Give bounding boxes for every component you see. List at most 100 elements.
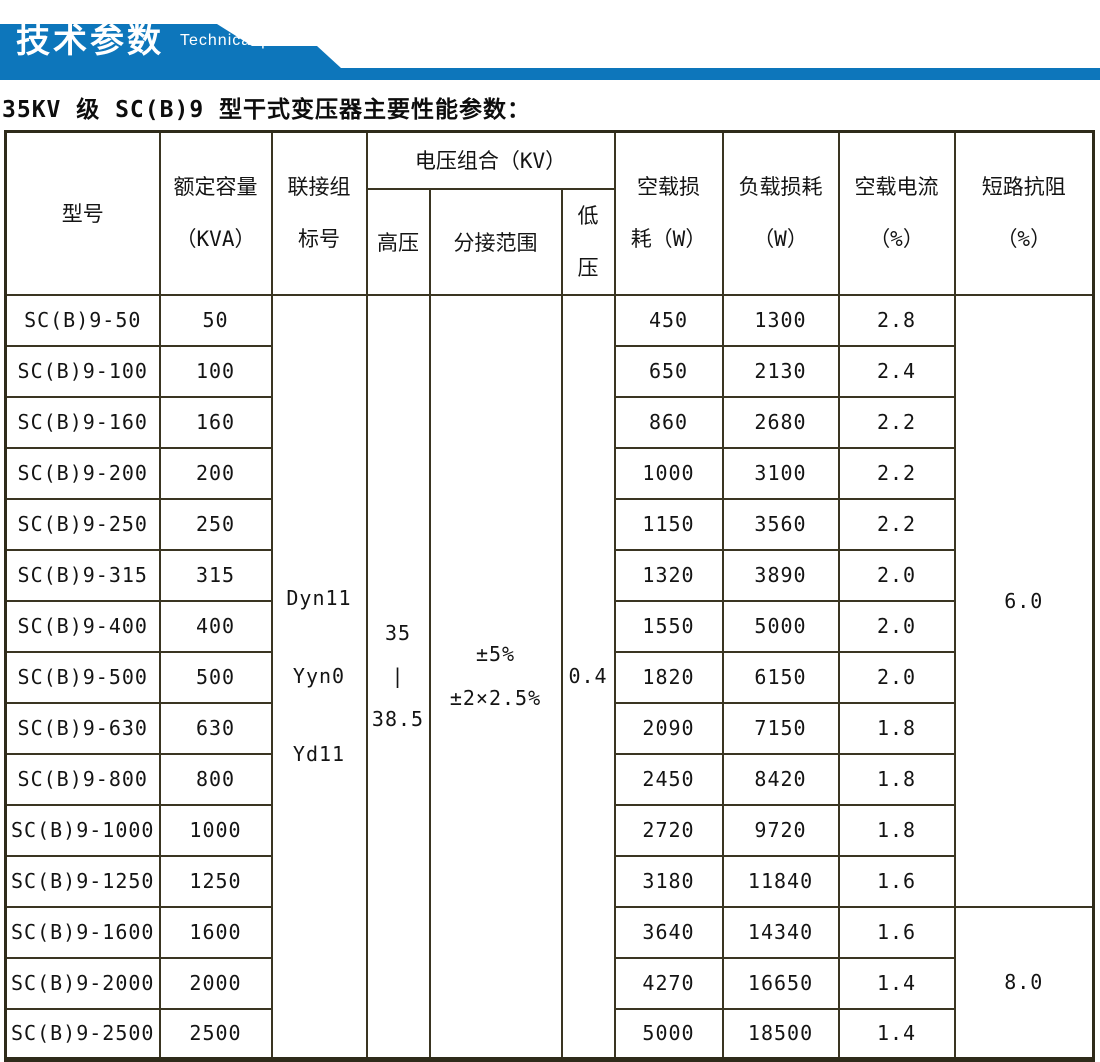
col-header-no-load-current-line1: 空载电流	[854, 175, 939, 200]
cell-no-load-current: 1.8	[837, 701, 956, 755]
cell-capacity: 800	[158, 752, 273, 806]
cell-model: SC(B)9-800	[4, 752, 161, 806]
cell-model: SC(B)9-630	[4, 701, 161, 755]
cell-model: SC(B)9-50	[4, 293, 161, 347]
col-header-lv-line2: 压	[577, 255, 599, 280]
cell-model: SC(B)9-1000	[4, 803, 161, 857]
cell-no-load-current: 1.4	[837, 1007, 956, 1061]
table-row: SC(B)9-250 250 1150 3560 2.2	[4, 497, 1094, 551]
col-header-hv: 高压	[365, 187, 431, 296]
cell-impedance-group2: 8.0	[953, 905, 1095, 1061]
cell-capacity: 400	[158, 599, 273, 653]
cell-no-load-loss: 650	[613, 344, 724, 398]
cell-capacity: 1250	[158, 854, 273, 908]
cell-connection-group: Dyn11 Yyn0 Yd11	[270, 293, 368, 1061]
col-header-tap-range: 分接范围	[428, 187, 563, 296]
cell-load-loss: 7150	[721, 701, 840, 755]
cell-capacity: 315	[158, 548, 273, 602]
col-header-no-load-current: 空载电流 （%）	[837, 130, 956, 296]
cell-model: SC(B)9-250	[4, 497, 161, 551]
cell-tap-range: ±5% ±2×2.5%	[428, 293, 563, 1061]
cell-model: SC(B)9-315	[4, 548, 161, 602]
cell-load-loss: 6150	[721, 650, 840, 704]
cell-no-load-current: 1.8	[837, 752, 956, 806]
cell-capacity: 100	[158, 344, 273, 398]
cell-no-load-loss: 1820	[613, 650, 724, 704]
cell-no-load-current: 1.6	[837, 905, 956, 959]
col-header-impedance-line1: 短路抗阻	[981, 175, 1066, 200]
cell-model: SC(B)9-200	[4, 446, 161, 500]
col-header-impedance-line2: （%）	[996, 227, 1052, 252]
banner-title-cn: 技术参数	[16, 21, 164, 61]
col-header-load-loss-line2: （W）	[753, 227, 808, 252]
col-header-voltage-group: 电压组合（KV）	[365, 130, 616, 190]
col-header-connection: 联接组 标号	[270, 130, 368, 296]
header-row-1: 型号 额定容量 （KVA） 联接组 标号 电压组合（KV） 空载损 耗（W）	[4, 130, 1095, 296]
cell-load-loss: 1300	[721, 293, 840, 347]
cell-no-load-loss: 2090	[613, 701, 724, 755]
cell-no-load-current: 2.8	[837, 293, 956, 347]
cell-model: SC(B)9-2000	[4, 956, 161, 1010]
cell-no-load-loss: 1550	[613, 599, 724, 653]
col-header-no-load-loss-line2: 耗（W）	[630, 227, 707, 252]
cell-load-loss: 18500	[721, 1007, 840, 1061]
connection-value: Yd11	[292, 742, 346, 767]
cell-load-loss: 2680	[721, 395, 840, 449]
cell-model: SC(B)9-400	[4, 599, 161, 653]
cell-no-load-loss: 5000	[613, 1007, 724, 1061]
table-row: SC(B)9-630 630 2090 7150 1.8	[4, 701, 1094, 755]
cell-capacity: 250	[158, 497, 273, 551]
cell-no-load-loss: 4270	[613, 956, 724, 1010]
cell-load-loss: 9720	[721, 803, 840, 857]
col-header-no-load-loss-line1: 空载损	[637, 175, 701, 200]
table-row: SC(B)9-800 800 2450 8420 1.8	[4, 752, 1094, 806]
cell-model: SC(B)9-2500	[4, 1007, 161, 1061]
connection-value: Dyn11	[286, 586, 352, 611]
hv-value: 35	[384, 620, 412, 645]
cell-load-loss: 2130	[721, 344, 840, 398]
col-header-capacity: 额定容量 （KVA）	[158, 130, 273, 296]
col-header-capacity-line1: 额定容量	[173, 175, 258, 200]
cell-no-load-current: 2.0	[837, 650, 956, 704]
cell-no-load-loss: 3180	[613, 854, 724, 908]
table-row: SC(B)9-50 50 Dyn11 Yyn0 Yd11 35 | 38.5 ±…	[4, 293, 1095, 1061]
cell-no-load-current: 2.0	[837, 599, 956, 653]
cell-load-loss: 16650	[721, 956, 840, 1010]
table-row: SC(B)9-1000 1000 2720 9720 1.8	[4, 803, 1094, 857]
col-header-load-loss-line1: 负载损耗	[738, 175, 823, 200]
hv-range-bar: |	[391, 663, 405, 688]
cell-hv-range: 35 | 38.5	[365, 293, 431, 1061]
cell-capacity: 630	[158, 701, 273, 755]
col-header-lv-line1: 低	[577, 203, 599, 228]
table-row: SC(B)9-500 500 1820 6150 2.0	[4, 650, 1094, 704]
hv-value: 38.5	[371, 706, 425, 731]
section-banner	[0, 24, 1100, 80]
table-row: SC(B)9-2000 2000 4270 16650 1.4	[4, 956, 1094, 1010]
table-row: SC(B)9-1600 1600 3640 14340 1.6 8.0	[4, 905, 1095, 1061]
cell-capacity: 200	[158, 446, 273, 500]
spec-table: 型号 额定容量 （KVA） 联接组 标号 电压组合（KV） 空载损 耗（W）	[4, 130, 1096, 1062]
table-row: SC(B)9-100 100 650 2130 2.4	[4, 344, 1094, 398]
cell-no-load-current: 1.8	[837, 803, 956, 857]
page-title: 35KV 级 SC(B)9 型干式变压器主要性能参数：	[2, 97, 532, 123]
cell-impedance-group1: 6.0	[953, 293, 1095, 908]
cell-capacity: 2500	[158, 1007, 273, 1061]
tap-value: ±2×2.5%	[449, 686, 542, 711]
cell-model: SC(B)9-500	[4, 650, 161, 704]
col-header-connection-line2: 标号	[298, 227, 340, 252]
table-row: SC(B)9-2500 2500 5000 18500 1.4	[4, 1007, 1094, 1061]
cell-no-load-loss: 450	[613, 293, 724, 347]
col-header-load-loss: 负载损耗 （W）	[721, 130, 840, 296]
cell-no-load-current: 2.2	[837, 395, 956, 449]
cell-load-loss: 8420	[721, 752, 840, 806]
cell-capacity: 1600	[158, 905, 273, 959]
cell-lv: 0.4	[560, 293, 616, 1061]
cell-no-load-loss: 860	[613, 395, 724, 449]
table-row: SC(B)9-160 160 860 2680 2.2	[4, 395, 1094, 449]
cell-no-load-current: 1.6	[837, 854, 956, 908]
cell-no-load-loss: 1150	[613, 497, 724, 551]
cell-no-load-current: 1.4	[837, 956, 956, 1010]
cell-no-load-loss: 1000	[613, 446, 724, 500]
cell-load-loss: 3890	[721, 548, 840, 602]
cell-no-load-loss: 1320	[613, 548, 724, 602]
